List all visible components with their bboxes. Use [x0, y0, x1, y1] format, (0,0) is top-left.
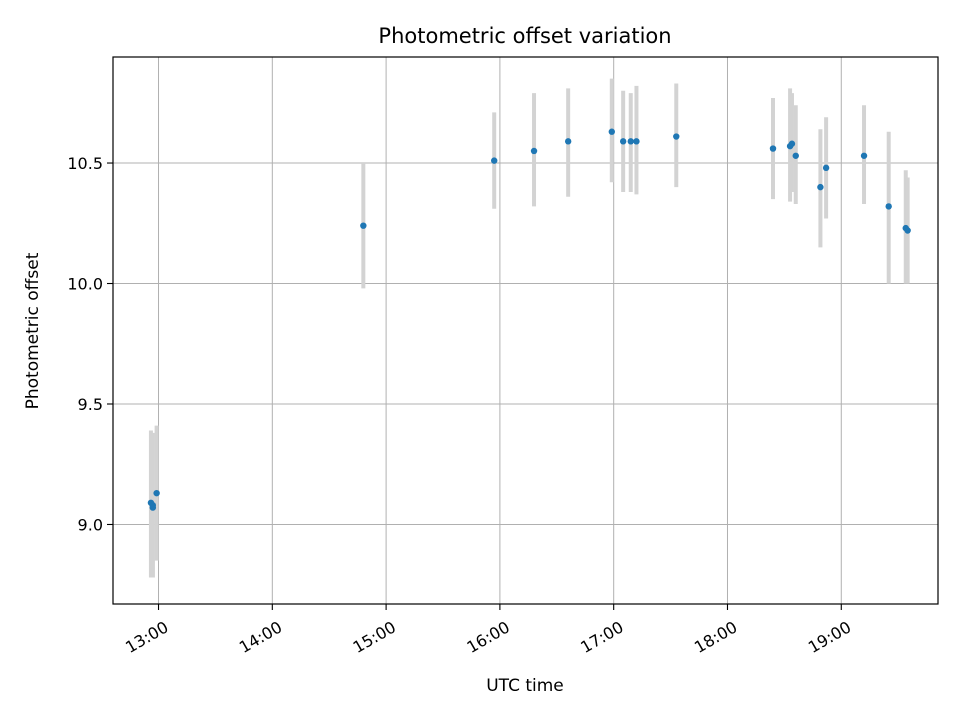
- data-points: [147, 128, 911, 511]
- data-point: [149, 504, 157, 511]
- data-point: [564, 138, 572, 145]
- y-tick-label: 9.5: [78, 395, 103, 414]
- data-point: [530, 147, 538, 155]
- chart-title: Photometric offset variation: [378, 24, 671, 48]
- data-point: [608, 128, 615, 135]
- data-point: [860, 152, 868, 159]
- data-point: [491, 157, 498, 164]
- data-point: [822, 164, 830, 172]
- data-point: [817, 183, 824, 191]
- data-point: [627, 138, 634, 145]
- data-point: [788, 140, 796, 147]
- data-point: [769, 145, 777, 152]
- data-point: [360, 222, 367, 229]
- y-axis-ticks: 9.0 9.5 10.0 10.5: [67, 154, 113, 534]
- data-point: [904, 227, 911, 234]
- data-point: [673, 133, 680, 140]
- data-point: [885, 203, 892, 210]
- y-tick-label: 10.5: [67, 154, 103, 173]
- data-point: [792, 152, 799, 159]
- grid-lines: [113, 57, 938, 604]
- data-point: [619, 138, 627, 145]
- plot-frame: [112, 56, 939, 605]
- data-point: [153, 489, 160, 497]
- data-point: [633, 138, 640, 145]
- x-axis-label: UTC time: [486, 676, 564, 696]
- y-tick-label: 10.0: [67, 275, 103, 294]
- y-axis-label: Photometric offset: [23, 252, 43, 409]
- y-tick-label: 9.0: [78, 515, 103, 534]
